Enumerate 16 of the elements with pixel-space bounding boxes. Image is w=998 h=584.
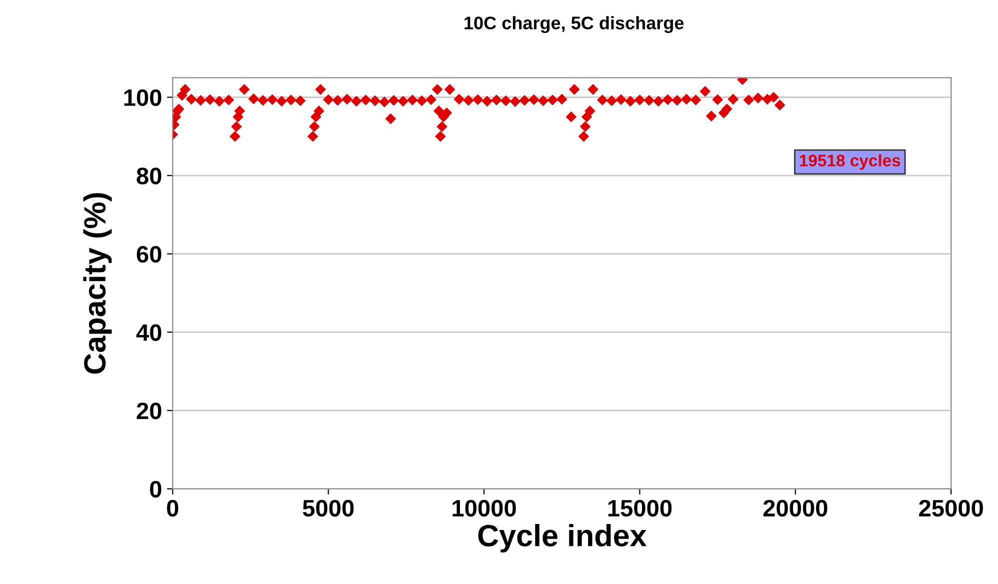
x-tick-label: 10000: [452, 500, 516, 517]
x-tick-label: 15000: [608, 500, 672, 517]
x-tick-label: 25000: [919, 500, 983, 517]
y-tick-label: 80: [136, 168, 162, 184]
x-tick-label: 0: [167, 500, 178, 517]
chart-title: 10C charge, 5C discharge: [464, 16, 684, 34]
y-tick-label: 0: [150, 480, 162, 498]
y-tick-label: 60: [136, 246, 162, 263]
y-tick-label: 100: [124, 89, 162, 106]
y-tick-label: 20: [136, 402, 162, 420]
y-axis-title: Capacity (%): [83, 193, 112, 374]
x-tick-label: 5000: [302, 500, 354, 517]
x-axis-title: Cycle index: [478, 524, 647, 552]
annotation: 19518 cycles: [800, 154, 900, 170]
x-tick-label: 20000: [763, 500, 828, 517]
y-tick-label: 40: [136, 324, 162, 341]
